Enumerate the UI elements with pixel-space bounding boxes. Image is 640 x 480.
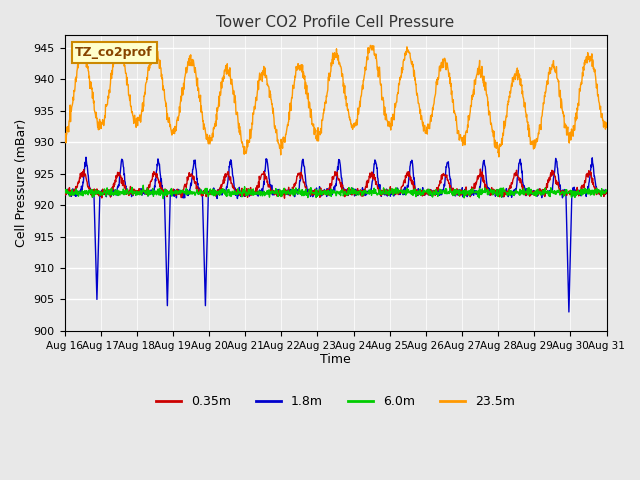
Text: TZ_co2prof: TZ_co2prof bbox=[76, 46, 153, 59]
X-axis label: Time: Time bbox=[320, 353, 351, 366]
Y-axis label: Cell Pressure (mBar): Cell Pressure (mBar) bbox=[15, 119, 28, 247]
Title: Tower CO2 Profile Cell Pressure: Tower CO2 Profile Cell Pressure bbox=[216, 15, 454, 30]
Legend: 0.35m, 1.8m, 6.0m, 23.5m: 0.35m, 1.8m, 6.0m, 23.5m bbox=[151, 390, 520, 413]
